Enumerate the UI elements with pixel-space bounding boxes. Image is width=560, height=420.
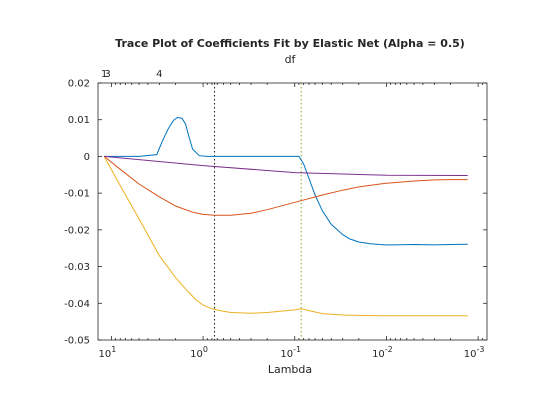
plot-area: 0.02 0.01 0 -0.01 -0.02 -0.03 -0.04 -0.05 101 100…	[64, 69, 488, 360]
x-tick-label: 10-1	[280, 345, 301, 360]
y-tick-label: -0.03	[64, 262, 90, 273]
df-tick-label: 4	[156, 69, 162, 80]
coefficient-trace-line	[104, 116, 468, 246]
x-tick-label: 10-2	[372, 345, 393, 360]
coefficient-trace-line	[104, 155, 468, 176]
x-axis-label: Lambda	[268, 363, 312, 376]
x-tick-label: 100	[190, 345, 208, 360]
y-tick-label: 0	[84, 152, 90, 163]
y-tick-label: -0.01	[64, 189, 90, 200]
y-tick-label: 0.02	[68, 79, 90, 90]
y-tick-label: -0.04	[64, 299, 90, 310]
coefficient-trace-line	[103, 156, 468, 216]
x-tick-label: 101	[98, 345, 116, 360]
axes-box	[97, 82, 488, 341]
y-tick-label: 0.01	[68, 115, 90, 126]
top-axis-label: df	[285, 53, 297, 66]
df-tick-label: 3	[104, 69, 110, 80]
y-tick-label: -0.02	[64, 225, 90, 236]
y-tick-label: -0.05	[64, 336, 90, 347]
x-tick-label: 10-3	[464, 345, 485, 360]
coefficient-trace-line	[103, 156, 468, 317]
df-tick-label: 1	[101, 69, 107, 80]
chart-title: Trace Plot of Coefficients Fit by Elasti…	[115, 37, 465, 50]
